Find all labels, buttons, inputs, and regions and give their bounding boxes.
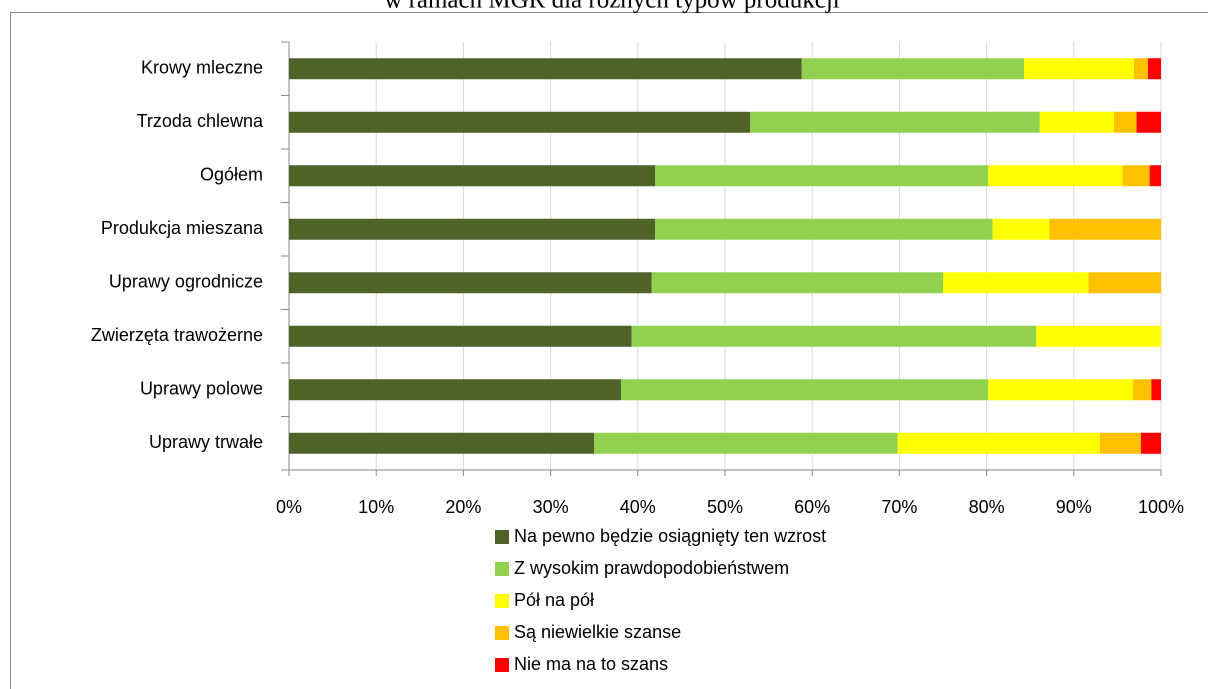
legend-label: Z wysokim prawdopodobieństwem xyxy=(514,558,789,578)
bar-segment xyxy=(1140,432,1161,454)
bar-segment xyxy=(289,272,652,294)
x-tick-label: 60% xyxy=(794,497,830,517)
y-tick-label: Uprawy ogrodnicze xyxy=(109,272,263,292)
legend-swatch xyxy=(495,530,509,544)
x-tick-label: 40% xyxy=(620,497,656,517)
bar-segment xyxy=(750,111,1040,133)
bar-segment xyxy=(1136,111,1161,133)
x-tick-label: 90% xyxy=(1056,497,1092,517)
bar-segment xyxy=(1024,58,1134,80)
bar-segment xyxy=(1151,379,1161,401)
bar-segment xyxy=(897,432,1100,454)
x-tick-label: 30% xyxy=(533,497,569,517)
x-tick-label: 20% xyxy=(445,497,481,517)
y-tick-label: Uprawy polowe xyxy=(140,379,263,399)
bar-segment xyxy=(621,379,989,401)
bar-segment xyxy=(992,218,1050,240)
bar-segment xyxy=(289,58,802,80)
legend-swatch xyxy=(495,594,509,608)
x-tick-label: 100% xyxy=(1138,497,1184,517)
bar-segment xyxy=(1088,272,1161,294)
chart-title: w ramach MGR dla różnych typów produkcji xyxy=(384,0,839,14)
legend-swatch xyxy=(495,626,509,640)
legend-label: Nie ma na to szans xyxy=(514,654,668,674)
bar-segment xyxy=(594,432,898,454)
legend-label: Są niewielkie szanse xyxy=(514,622,681,642)
legend-label: Na pewno będzie osiągnięty ten wzrost xyxy=(514,526,826,546)
bar-segment xyxy=(655,218,993,240)
y-tick-label: Zwierzęta trawożerne xyxy=(91,325,263,345)
x-tick-label: 70% xyxy=(881,497,917,517)
legend-swatch xyxy=(495,658,509,672)
bar-segment xyxy=(289,325,632,347)
bar-segment xyxy=(1039,111,1114,133)
y-tick-label: Produkcja mieszana xyxy=(101,218,264,238)
bar-segment xyxy=(289,111,751,133)
bar-segment xyxy=(655,165,989,187)
bar-segment xyxy=(801,58,1025,80)
bar-segment xyxy=(289,379,622,401)
y-tick-label: Ogółem xyxy=(200,165,263,185)
bar-segment xyxy=(1147,58,1161,80)
bar-segment xyxy=(289,432,595,454)
bar-segment xyxy=(1049,218,1161,240)
x-tick-label: 10% xyxy=(358,497,394,517)
legend-label: Pół na pół xyxy=(514,590,594,610)
bar-segment xyxy=(1122,165,1150,187)
bar-segment xyxy=(988,165,1123,187)
bar-segment xyxy=(1099,432,1141,454)
y-tick-label: Uprawy trwałe xyxy=(149,432,263,452)
bar-segment xyxy=(943,272,1089,294)
x-tick-label: 50% xyxy=(707,497,743,517)
bar-segment xyxy=(1149,165,1161,187)
bar-segment xyxy=(289,218,656,240)
bar-segment xyxy=(988,379,1134,401)
x-tick-label: 0% xyxy=(276,497,302,517)
legend-swatch xyxy=(495,562,509,576)
bar-segment xyxy=(631,325,1037,347)
bar-segment xyxy=(289,165,656,187)
x-tick-label: 80% xyxy=(969,497,1005,517)
bar-segment xyxy=(1133,379,1152,401)
bar-segment xyxy=(1113,111,1137,133)
y-tick-label: Krowy mleczne xyxy=(141,58,263,78)
y-tick-label: Trzoda chlewna xyxy=(137,111,264,131)
bar-segment xyxy=(1133,58,1148,80)
bar-segment xyxy=(651,272,943,294)
bar-segment xyxy=(1036,325,1161,347)
